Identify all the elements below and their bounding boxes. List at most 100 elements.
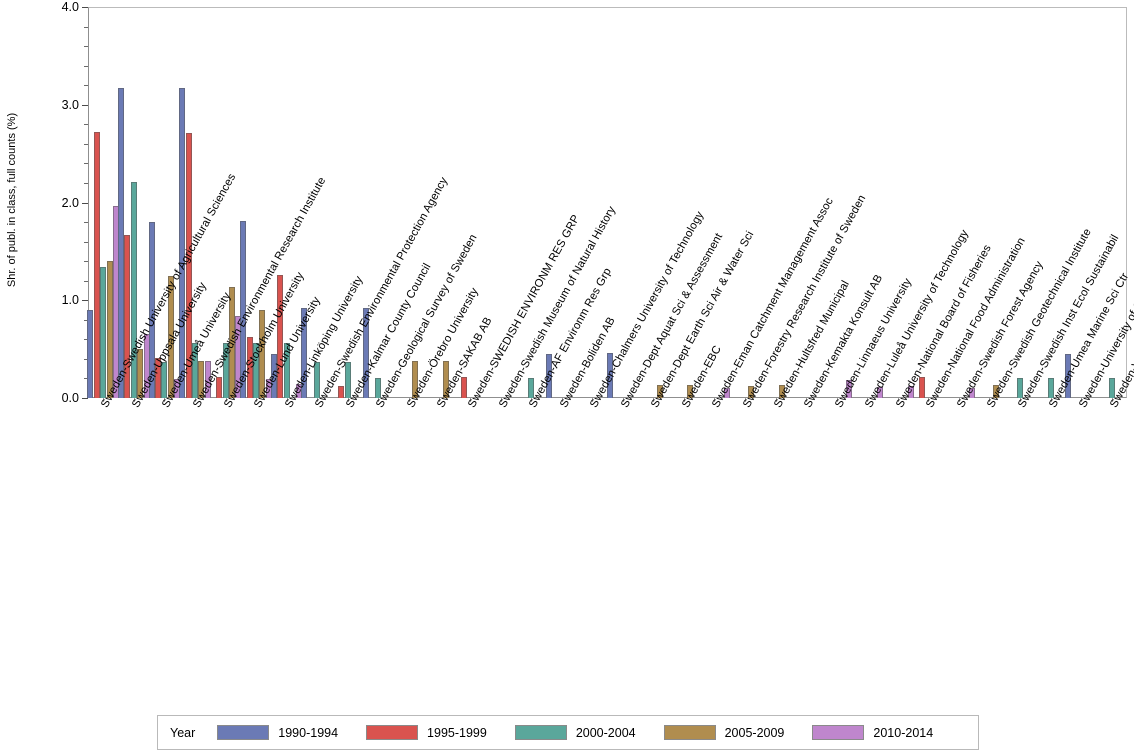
bar[interactable] bbox=[118, 88, 125, 398]
x-axis-tick bbox=[989, 398, 991, 402]
plot-wrapper: 0.0 1.0 2.0 3.0 4.0 bbox=[62, 0, 1128, 405]
bar[interactable] bbox=[545, 354, 552, 398]
bar-group bbox=[943, 7, 975, 398]
bar[interactable] bbox=[687, 385, 694, 398]
bar[interactable] bbox=[778, 385, 785, 398]
bar[interactable] bbox=[748, 386, 755, 398]
y-axis-title: Shr. of publ. in class, full counts (%) bbox=[2, 0, 22, 400]
bar[interactable] bbox=[460, 377, 467, 398]
x-axis-tick bbox=[561, 398, 563, 402]
x-axis-tick bbox=[1020, 398, 1022, 402]
bar[interactable] bbox=[362, 308, 369, 398]
bar-group bbox=[332, 7, 364, 398]
chart-legend[interactable]: Year 1990-1994 1995-1999 2000-2004 2005-200… bbox=[157, 715, 979, 750]
bar[interactable] bbox=[907, 386, 914, 398]
bar[interactable] bbox=[270, 354, 277, 398]
bar[interactable] bbox=[877, 387, 884, 398]
legend-item[interactable]: 2000-2004 bbox=[514, 725, 636, 740]
bar[interactable] bbox=[724, 388, 731, 398]
x-axis-tick bbox=[500, 398, 502, 402]
bar-group bbox=[393, 7, 425, 398]
bar[interactable] bbox=[344, 361, 351, 398]
bar[interactable] bbox=[100, 267, 107, 398]
bar[interactable] bbox=[191, 343, 198, 398]
y-axis-tick-label: 3.0 bbox=[61, 97, 79, 112]
bar[interactable] bbox=[246, 337, 253, 398]
y-axis-tick-minor bbox=[84, 319, 88, 321]
legend-label: 1995-1999 bbox=[427, 725, 487, 740]
bar-group bbox=[515, 7, 547, 398]
y-axis-tick-label: 0.0 bbox=[61, 391, 79, 405]
bar[interactable] bbox=[992, 385, 999, 398]
bar[interactable] bbox=[253, 343, 260, 398]
x-axis-tick bbox=[683, 398, 685, 402]
y-axis-tick-minor bbox=[84, 182, 88, 184]
y-axis-tick-label: 2.0 bbox=[61, 195, 79, 210]
bar[interactable] bbox=[412, 360, 419, 398]
bar[interactable] bbox=[277, 274, 284, 398]
bar[interactable] bbox=[1065, 354, 1072, 398]
bar[interactable] bbox=[222, 343, 229, 398]
bar[interactable] bbox=[185, 133, 192, 398]
bar[interactable] bbox=[918, 377, 925, 398]
legend-swatch bbox=[217, 725, 270, 740]
bar[interactable] bbox=[161, 361, 168, 398]
bar[interactable] bbox=[124, 234, 131, 398]
bar[interactable] bbox=[846, 380, 853, 398]
bar[interactable] bbox=[1017, 378, 1024, 398]
bar-group bbox=[1065, 7, 1097, 398]
bar[interactable] bbox=[130, 181, 137, 398]
bar[interactable] bbox=[606, 353, 613, 398]
bar[interactable] bbox=[528, 378, 535, 398]
x-axis-tick bbox=[1081, 398, 1083, 402]
bar[interactable] bbox=[93, 132, 100, 398]
bar[interactable] bbox=[375, 378, 382, 398]
bar-group bbox=[87, 7, 120, 398]
bar[interactable] bbox=[240, 221, 247, 398]
bar[interactable] bbox=[656, 385, 663, 398]
bar[interactable] bbox=[179, 88, 186, 398]
bar[interactable] bbox=[259, 310, 266, 398]
bar[interactable] bbox=[106, 261, 113, 398]
legend-label: 2010-2014 bbox=[873, 725, 934, 740]
bar[interactable] bbox=[968, 388, 975, 398]
x-axis-tick bbox=[745, 398, 746, 402]
bar[interactable] bbox=[442, 360, 449, 398]
x-axis-tick bbox=[133, 398, 135, 402]
x-axis-tick bbox=[1050, 398, 1052, 402]
x-axis-tick bbox=[928, 398, 930, 402]
bar[interactable] bbox=[87, 310, 94, 398]
bar[interactable] bbox=[301, 308, 308, 398]
x-axis-tick bbox=[958, 398, 960, 402]
bar-group bbox=[148, 7, 181, 398]
bar-group bbox=[1096, 7, 1128, 398]
y-axis-tick-minor bbox=[84, 241, 88, 243]
bar-group bbox=[606, 7, 639, 398]
y-axis-tick-minor bbox=[84, 85, 88, 87]
bar[interactable] bbox=[216, 377, 223, 398]
legend-item[interactable]: 2010-2014 bbox=[812, 725, 933, 740]
y-axis-tick-minor bbox=[84, 378, 88, 380]
bar[interactable] bbox=[167, 275, 174, 398]
bar[interactable] bbox=[154, 357, 161, 398]
bar[interactable] bbox=[314, 361, 321, 398]
bar[interactable] bbox=[204, 360, 211, 398]
y-axis-tick-minor bbox=[84, 261, 88, 263]
bar-group bbox=[638, 7, 670, 398]
bar[interactable] bbox=[228, 286, 235, 398]
bar-group bbox=[485, 7, 517, 398]
bar[interactable] bbox=[283, 343, 290, 398]
legend-item[interactable]: 2005-2009 bbox=[663, 725, 784, 740]
bar-group bbox=[882, 7, 914, 398]
bar[interactable] bbox=[338, 386, 345, 398]
bar[interactable] bbox=[1047, 378, 1054, 398]
x-axis-tick bbox=[194, 398, 196, 402]
legend-item[interactable]: 1995-1999 bbox=[366, 725, 487, 740]
legend-item[interactable]: 1990-1994 bbox=[217, 725, 338, 740]
x-axis-tick bbox=[317, 398, 319, 402]
bar[interactable] bbox=[198, 360, 205, 398]
bar[interactable] bbox=[148, 222, 155, 398]
bar[interactable] bbox=[137, 349, 144, 398]
bar[interactable] bbox=[1108, 378, 1115, 398]
